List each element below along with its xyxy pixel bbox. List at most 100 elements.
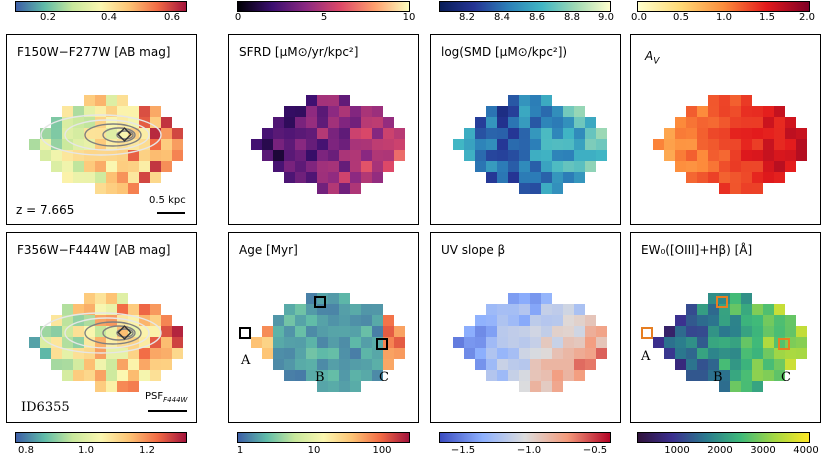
- tick-label: −1.0: [516, 445, 542, 456]
- scalebar-label: 0.5 kpc: [149, 195, 186, 206]
- map-pixel: [361, 348, 372, 359]
- map-pixel: [774, 150, 785, 161]
- map-pixel: [372, 315, 383, 326]
- map-pixel: [128, 315, 139, 326]
- map-pixel: [763, 370, 774, 381]
- map-pixel: [708, 304, 719, 315]
- map-pixel: [708, 370, 719, 381]
- map-pixel: [708, 161, 719, 172]
- map-pixel: [763, 161, 774, 172]
- map-pixel: [752, 315, 763, 326]
- map-pixel: [741, 95, 752, 106]
- map-pixel: [552, 117, 563, 128]
- panel-ew-oiii-hbeta: EW₀([OIII]+Hβ) [Å] A B C: [630, 232, 821, 423]
- panel-title: AV: [645, 49, 660, 67]
- tick-label: 8.8: [564, 12, 580, 23]
- panel-smd: log(SMD [μM⊙/kpc²]): [430, 34, 621, 225]
- map-pixel: [394, 326, 405, 337]
- map-pixel: [763, 172, 774, 183]
- map-pixel: [328, 315, 339, 326]
- map-pixel: [40, 150, 51, 161]
- tick-label: 0.2: [40, 12, 56, 23]
- map-pixel: [383, 117, 394, 128]
- map-pixel: [51, 326, 62, 337]
- map-pixel: [475, 117, 486, 128]
- map-pixel: [95, 326, 106, 337]
- map-pixel: [519, 106, 530, 117]
- panel-age: Age [Myr] A B C: [228, 232, 419, 423]
- map-pixel: [317, 370, 328, 381]
- map-pixel: [486, 172, 497, 183]
- map-pixel: [719, 370, 730, 381]
- map-pixel: [519, 95, 530, 106]
- map-pixel: [497, 161, 508, 172]
- map-pixel: [350, 326, 361, 337]
- map-pixel: [686, 150, 697, 161]
- map-pixel: [774, 348, 785, 359]
- tick-label: 1000: [664, 445, 690, 456]
- map-pixel: [328, 128, 339, 139]
- map-pixel: [697, 315, 708, 326]
- tick-label: 8.2: [459, 12, 475, 23]
- map-pixel: [563, 161, 574, 172]
- map-pixel: [741, 293, 752, 304]
- map-pixel: [464, 128, 475, 139]
- map-pixel: [339, 106, 350, 117]
- map-pixel: [686, 326, 697, 337]
- map-pixel: [150, 106, 161, 117]
- map-pixel: [541, 139, 552, 150]
- map-pixel: [686, 359, 697, 370]
- map-pixel: [596, 139, 607, 150]
- map-pixel: [284, 128, 295, 139]
- map-pixel: [730, 139, 741, 150]
- map-pixel: [117, 117, 128, 128]
- map-pixel: [383, 150, 394, 161]
- map-pixel: [508, 359, 519, 370]
- map-pixel: [497, 337, 508, 348]
- map-pixel: [508, 348, 519, 359]
- map-pixel: [664, 326, 675, 337]
- map-pixel: [361, 370, 372, 381]
- map-pixel: [730, 117, 741, 128]
- map-pixel: [117, 172, 128, 183]
- tick-label: 5: [320, 12, 328, 23]
- map-pixel: [328, 348, 339, 359]
- contour-line: [64, 119, 150, 151]
- map-pixel: [284, 326, 295, 337]
- map-pixel: [95, 304, 106, 315]
- map-pixel: [139, 150, 150, 161]
- map-pixel: [317, 381, 328, 392]
- map-pixel: [574, 370, 585, 381]
- map-pixel: [273, 348, 284, 359]
- map-pixel: [84, 139, 95, 150]
- map-pixel: [350, 106, 361, 117]
- map-pixel: [128, 381, 139, 392]
- tick-label: 0.6: [164, 12, 180, 23]
- map-pixel: [51, 128, 62, 139]
- map-pixel: [464, 150, 475, 161]
- map-pixel: [741, 150, 752, 161]
- map-pixel: [317, 106, 328, 117]
- map-pixel: [95, 370, 106, 381]
- map-pixel: [284, 161, 295, 172]
- map-pixel: [708, 315, 719, 326]
- map-pixel: [306, 337, 317, 348]
- map-pixel: [785, 117, 796, 128]
- map-pixel: [574, 128, 585, 139]
- map-pixel: [295, 128, 306, 139]
- map-pixel: [574, 150, 585, 161]
- psf-label: PSFF444W: [145, 391, 188, 404]
- map-pixel: [62, 117, 73, 128]
- map-pixel: [486, 161, 497, 172]
- map-pixel: [730, 370, 741, 381]
- map-pixel: [486, 326, 497, 337]
- contour-line: [116, 328, 134, 338]
- map-pixel: [328, 150, 339, 161]
- map-pixel: [383, 139, 394, 150]
- map-pixel: [774, 106, 785, 117]
- map-pixel: [128, 161, 139, 172]
- map-pixel: [306, 150, 317, 161]
- map-pixel: [84, 128, 95, 139]
- map-pixel: [785, 315, 796, 326]
- map-pixel: [139, 315, 150, 326]
